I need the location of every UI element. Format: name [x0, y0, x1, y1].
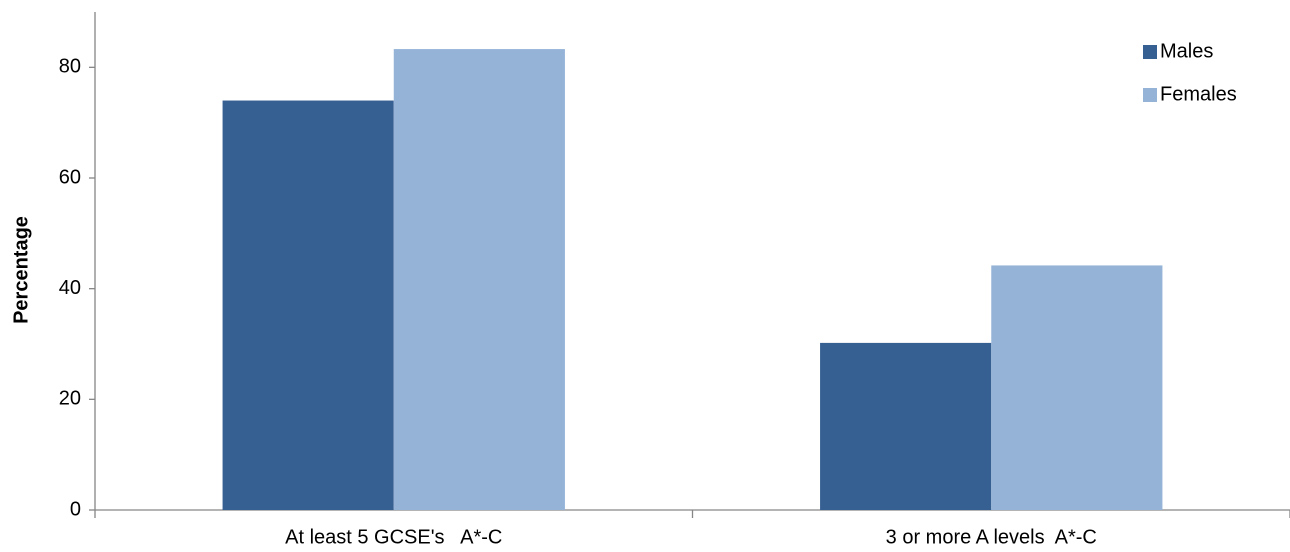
bar — [222, 100, 394, 511]
legend-swatch — [1143, 88, 1157, 102]
bar — [991, 265, 1163, 510]
y-tick-label: 60 — [59, 166, 81, 188]
legend-label: Males — [1160, 40, 1213, 62]
y-tick-label: 80 — [59, 56, 81, 78]
x-tick-label: At least 5 GCSE's A*-C — [285, 526, 502, 548]
legend-swatch — [1143, 45, 1157, 59]
y-tick-label: 20 — [59, 388, 81, 410]
bar — [820, 342, 992, 510]
y-tick-label: 0 — [70, 498, 81, 520]
legend-label: Females — [1160, 83, 1237, 105]
y-tick-label: 40 — [59, 277, 81, 299]
x-tick-label: 3 or more A levels A*-C — [886, 526, 1097, 548]
y-axis-label: Percentage — [10, 216, 32, 324]
bar — [393, 49, 565, 510]
